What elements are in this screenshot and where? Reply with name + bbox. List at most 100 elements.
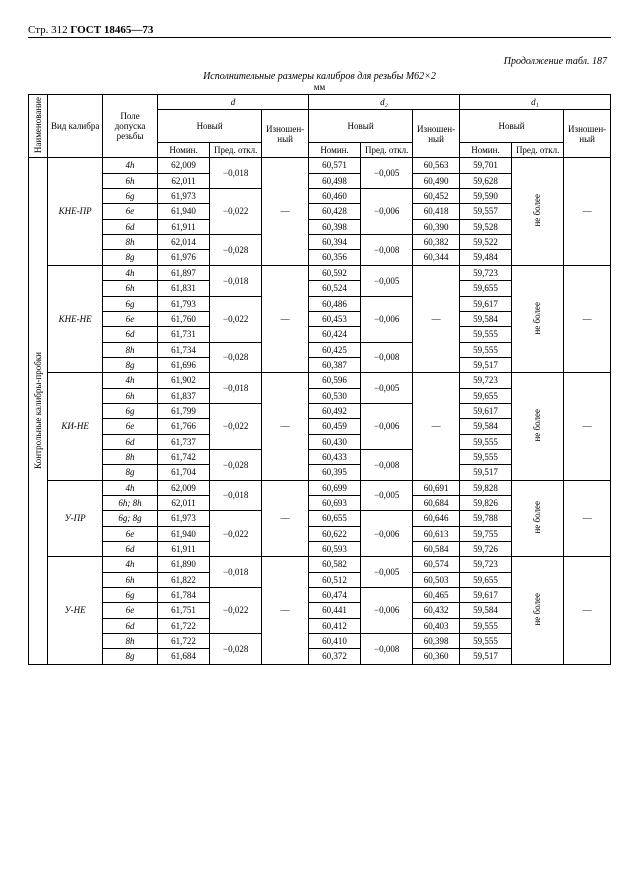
table-title: Исполнительные размеры калибров для резь… xyxy=(28,71,611,82)
d-pred: −0,018 xyxy=(210,158,262,189)
d1-nomin: 59,555 xyxy=(459,434,511,449)
d-pred: −0,018 xyxy=(210,480,262,511)
d2-pred: −0,005 xyxy=(361,373,413,404)
d2-nomin: 60,441 xyxy=(308,603,360,618)
col-vid: Вид калибра xyxy=(48,95,103,158)
tolerance-cell: 6d xyxy=(103,542,158,557)
d2-pred: −0,005 xyxy=(361,557,413,588)
d-pred: −0,028 xyxy=(210,634,262,665)
d2-izn: 60,344 xyxy=(413,250,460,265)
d2-nomin: 60,398 xyxy=(308,219,360,234)
d-nomin: 61,737 xyxy=(157,434,209,449)
d-nomin: 62,011 xyxy=(157,495,209,510)
d2-izn: 60,490 xyxy=(413,173,460,188)
d2-pred: −0,006 xyxy=(361,296,413,342)
d-pred: −0,018 xyxy=(210,373,262,404)
d-nomin: 61,976 xyxy=(157,250,209,265)
tolerance-cell: 6d xyxy=(103,219,158,234)
d2-nomin: 60,524 xyxy=(308,281,360,296)
col-d2-pred: Пред. откл. xyxy=(361,143,413,158)
d2-izn: 60,432 xyxy=(413,603,460,618)
d1-nomin: 59,723 xyxy=(459,557,511,572)
tolerance-cell: 6g xyxy=(103,588,158,603)
d-nomin: 61,722 xyxy=(157,634,209,649)
d1-izn: — xyxy=(564,265,611,372)
d1-nomin: 59,655 xyxy=(459,388,511,403)
tolerance-cell: 8h xyxy=(103,342,158,357)
tolerance-cell: 4h xyxy=(103,480,158,495)
tolerance-cell: 8h xyxy=(103,634,158,649)
tolerance-cell: 4h xyxy=(103,557,158,572)
d1-nomin: 59,584 xyxy=(459,603,511,618)
d2-izn: 60,382 xyxy=(413,235,460,250)
d1-pred: не более xyxy=(512,373,564,480)
d2-pred: −0,006 xyxy=(361,511,413,557)
d-nomin: 61,911 xyxy=(157,542,209,557)
d-nomin: 61,731 xyxy=(157,327,209,342)
d1-pred: не более xyxy=(512,480,564,557)
d-pred: −0,022 xyxy=(210,403,262,449)
d-nomin: 62,009 xyxy=(157,158,209,173)
d-pred: −0,018 xyxy=(210,557,262,588)
d-nomin: 61,696 xyxy=(157,357,209,372)
d2-nomin: 60,622 xyxy=(308,526,360,541)
d-izn: — xyxy=(262,373,309,480)
col-d-new: Новый xyxy=(157,110,261,143)
d-nomin: 61,973 xyxy=(157,189,209,204)
d2-nomin: 60,387 xyxy=(308,357,360,372)
d2-izn: 60,646 xyxy=(413,511,460,526)
tolerance-cell: 4h xyxy=(103,158,158,173)
d1-nomin: 59,628 xyxy=(459,173,511,188)
tolerance-cell: 8g xyxy=(103,250,158,265)
table-head: Наимено­вание Вид калибра Поле допуска р… xyxy=(29,95,611,158)
d1-pred: не более xyxy=(512,158,564,265)
d-nomin: 61,837 xyxy=(157,388,209,403)
d2-nomin: 60,428 xyxy=(308,204,360,219)
d1-nomin: 59,555 xyxy=(459,342,511,357)
d1-nomin: 59,701 xyxy=(459,158,511,173)
d2-nomin: 60,592 xyxy=(308,265,360,280)
d1-pred: не более xyxy=(512,557,564,664)
d2-izn: — xyxy=(413,265,460,372)
col-d1-pred: Пред. откл. xyxy=(512,143,564,158)
tolerance-cell: 6e xyxy=(103,204,158,219)
table-row: У-НЕ4h61,890−0,018—60,582−0,00560,57459,… xyxy=(29,557,611,572)
d2-nomin: 60,699 xyxy=(308,480,360,495)
d1-nomin: 59,655 xyxy=(459,281,511,296)
d-pred: −0,022 xyxy=(210,189,262,235)
tolerance-cell: 6h xyxy=(103,572,158,587)
d-nomin: 61,831 xyxy=(157,281,209,296)
tolerance-cell: 6h xyxy=(103,281,158,296)
d1-nomin: 59,826 xyxy=(459,495,511,510)
d2-nomin: 60,430 xyxy=(308,434,360,449)
d1-nomin: 59,726 xyxy=(459,542,511,557)
d1-pred: не более xyxy=(512,265,564,372)
d2-izn: 60,465 xyxy=(413,588,460,603)
d2-nomin: 60,459 xyxy=(308,419,360,434)
tolerance-cell: 6g; 8g xyxy=(103,511,158,526)
d-izn: — xyxy=(262,480,309,557)
d-nomin: 62,014 xyxy=(157,235,209,250)
d2-nomin: 60,474 xyxy=(308,588,360,603)
d1-nomin: 59,723 xyxy=(459,373,511,388)
d-izn: — xyxy=(262,265,309,372)
d2-izn: — xyxy=(413,373,460,480)
d2-izn: 60,563 xyxy=(413,158,460,173)
d-nomin: 61,760 xyxy=(157,311,209,326)
col-naimen: Наимено­вание xyxy=(29,95,48,158)
d1-nomin: 59,517 xyxy=(459,465,511,480)
d1-nomin: 59,584 xyxy=(459,419,511,434)
d-pred: −0,022 xyxy=(210,588,262,634)
col-d1-izn: Изношен- ный xyxy=(564,110,611,158)
d2-pred: −0,006 xyxy=(361,588,413,634)
d2-nomin: 60,498 xyxy=(308,173,360,188)
gauge-type: У-ПР xyxy=(48,480,103,557)
d2-izn: 60,503 xyxy=(413,572,460,587)
d-nomin: 61,722 xyxy=(157,618,209,633)
d1-nomin: 59,590 xyxy=(459,189,511,204)
d2-pred: −0,008 xyxy=(361,634,413,665)
d2-izn: 60,360 xyxy=(413,649,460,664)
d2-izn: 60,584 xyxy=(413,542,460,557)
d2-nomin: 60,424 xyxy=(308,327,360,342)
d1-nomin: 59,517 xyxy=(459,649,511,664)
